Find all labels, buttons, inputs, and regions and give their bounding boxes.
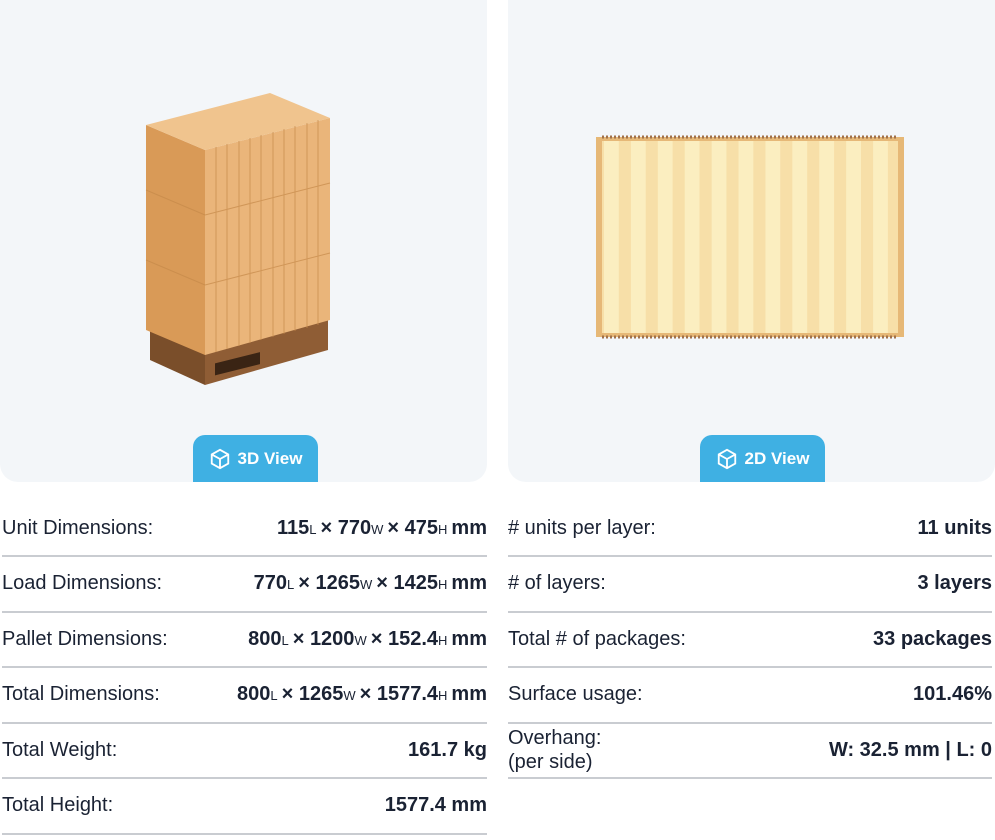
- stat-label: Total # of packages:: [508, 627, 686, 650]
- unit-stripe: [792, 141, 808, 333]
- spec-label: Unit Dimensions:: [2, 516, 154, 539]
- unit-stripe: [765, 141, 781, 333]
- unit-stripe: [604, 141, 619, 333]
- unit-stripe: [846, 141, 861, 333]
- stat-row: Surface usage: 101.46%: [508, 668, 992, 724]
- unit-stripe: [738, 141, 754, 333]
- spec-value: 161.7 kg: [408, 738, 487, 761]
- spec-row: Unit Dimensions: 115L × 770W × 475H mm: [2, 501, 487, 557]
- stat-value: 11 units: [917, 516, 992, 539]
- stat-label: Surface usage:: [508, 683, 643, 705]
- stat-value: 3 layers: [917, 572, 992, 594]
- spec-value: 800L × 1200W × 152.4H mm: [248, 627, 487, 650]
- stat-row: # of layers: 3 layers: [508, 557, 992, 613]
- spec-value: 770L × 1265W × 1425H mm: [253, 572, 487, 594]
- cube-icon: [717, 448, 736, 469]
- spec-label: Load Dimensions:: [2, 572, 163, 594]
- spec-row: Total Height: 1577.4 mm: [2, 779, 487, 835]
- stat-value: 101.46%: [913, 683, 992, 705]
- pallet-3d-render: [145, 93, 331, 385]
- spec-label: Total Dimensions:: [2, 683, 160, 705]
- spec-row: Pallet Dimensions: 800L × 1200W × 152.4H mm: [2, 612, 487, 668]
- 3d-view-button[interactable]: 3D View: [193, 435, 318, 482]
- spec-row: Total Dimensions: 800L × 1265W × 1577.4H mm: [2, 668, 487, 724]
- 2d-view-panel[interactable]: 2D View: [508, 0, 995, 482]
- unit-stripe: [684, 141, 700, 333]
- spec-value: 800L × 1265W × 1577.4H mm: [236, 683, 487, 705]
- stat-label: Overhang: (per side): [508, 727, 602, 773]
- spec-row: Load Dimensions: 770L × 1265W × 1425H mm: [2, 557, 487, 613]
- 2d-view-button[interactable]: 2D View: [700, 435, 825, 482]
- 3d-view-panel[interactable]: 3D View: [0, 0, 487, 482]
- spec-label: Pallet Dimensions:: [2, 627, 168, 650]
- stat-label: # of layers:: [508, 572, 606, 594]
- stat-row: Total # of packages: 33 packages: [508, 612, 992, 668]
- unit-stripe: [657, 141, 673, 333]
- spec-value: 1577.4 mm: [384, 794, 487, 816]
- stat-value: W: 32.5 mm | L: 0: [828, 738, 992, 761]
- cube-icon: [210, 448, 229, 469]
- unit-stripe: [630, 141, 646, 333]
- stat-label: # units per layer:: [508, 516, 656, 539]
- unit-stripe: [819, 141, 835, 333]
- spec-row: Total Weight: 161.7 kg: [2, 723, 487, 779]
- pallet-2d-render: [596, 135, 904, 339]
- unit-stripe: [873, 141, 888, 333]
- 3d-view-label: 3D View: [237, 448, 303, 468]
- unit-stripe: [711, 141, 727, 333]
- stat-value: 33 packages: [873, 627, 992, 650]
- spec-label: Total Weight:: [2, 738, 118, 761]
- spec-value: 115L × 770W × 475H mm: [277, 516, 487, 539]
- stat-row: Overhang: (per side) W: 32.5 mm | L: 0: [508, 723, 992, 779]
- stat-row: # units per layer: 11 units: [508, 501, 992, 557]
- 2d-view-label: 2D View: [744, 448, 810, 468]
- spec-label: Total Height:: [2, 794, 114, 816]
